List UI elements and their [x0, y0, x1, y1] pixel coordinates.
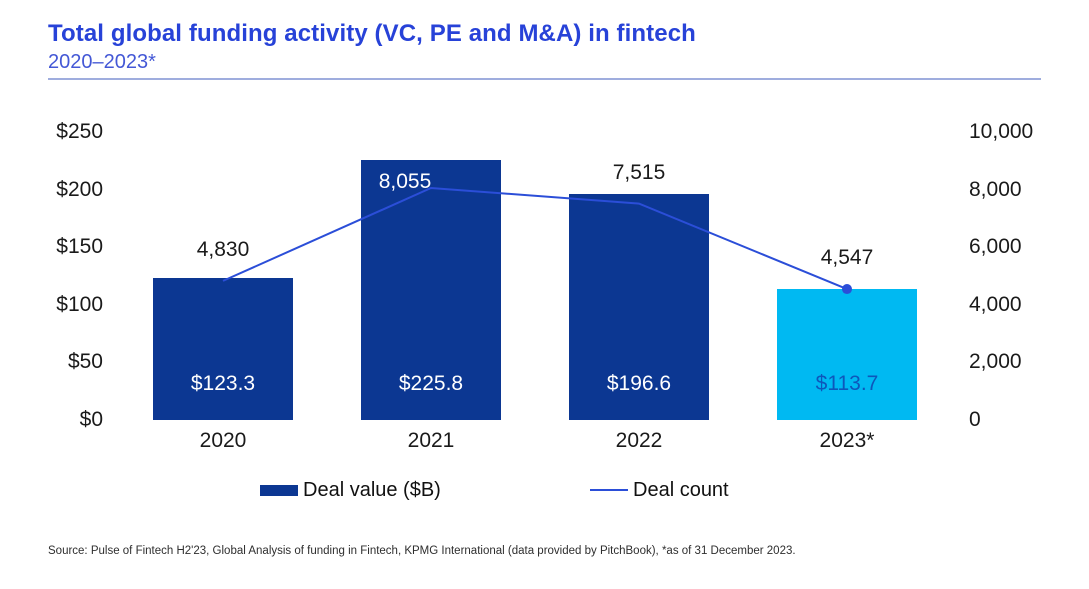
header-divider: [48, 78, 1041, 80]
source-text: Source: Pulse of Fintech H2'23, Global A…: [48, 545, 796, 557]
deal-value-label: $196.6: [606, 372, 672, 395]
x-axis-label: 2023*: [819, 429, 875, 452]
deal-value-swatch: [260, 484, 298, 496]
deal-value-bar: [777, 289, 917, 420]
legend-item-deal-count: Deal count: [590, 477, 729, 503]
right-axis-tick-label: 6,000: [969, 235, 1022, 259]
x-axis-label: 2022: [615, 429, 663, 452]
legend-label-deal-count: Deal count: [633, 478, 729, 501]
right-axis-tick-label: 4,000: [969, 292, 1022, 316]
chart-title: Total global funding activity (VC, PE an…: [48, 20, 696, 47]
x-axis-label: 2021: [407, 429, 455, 452]
deal-value-label: $225.8: [398, 372, 464, 395]
legend-label-deal-value: Deal value ($B): [303, 478, 441, 501]
left-axis-tick-label: $150: [56, 235, 103, 259]
left-axis-tick-label: $250: [56, 120, 103, 143]
deal-count-label: 4,547: [820, 246, 874, 270]
chart-legend: Deal value ($B) Deal count: [0, 477, 1089, 503]
deal-count-label: 8,055: [378, 170, 432, 194]
chart-subtitle: 2020–2023*: [48, 51, 156, 73]
right-axis-tick-label: 0: [969, 408, 981, 431]
deal-value-bar: [153, 277, 293, 420]
left-axis-tick-label: $50: [67, 350, 103, 374]
deal-count-label: 4,830: [196, 237, 250, 261]
deal-count-swatch: [590, 489, 628, 491]
deal-value-label: $113.7: [815, 372, 879, 395]
right-axis-tick-label: 8,000: [969, 177, 1022, 201]
deal-value-label: $123.3: [190, 372, 256, 395]
legend-item-deal-value: Deal value ($B): [260, 477, 441, 503]
right-axis-tick-label: 10,000: [969, 120, 1034, 143]
deal-count-label: 7,515: [612, 160, 666, 184]
left-axis-tick-label: $200: [56, 177, 103, 201]
left-axis-tick-label: $100: [56, 292, 103, 316]
x-axis-label: 2020: [199, 429, 247, 452]
left-axis-tick-label: $0: [79, 408, 103, 431]
right-axis-tick-label: 2,000: [969, 350, 1022, 374]
